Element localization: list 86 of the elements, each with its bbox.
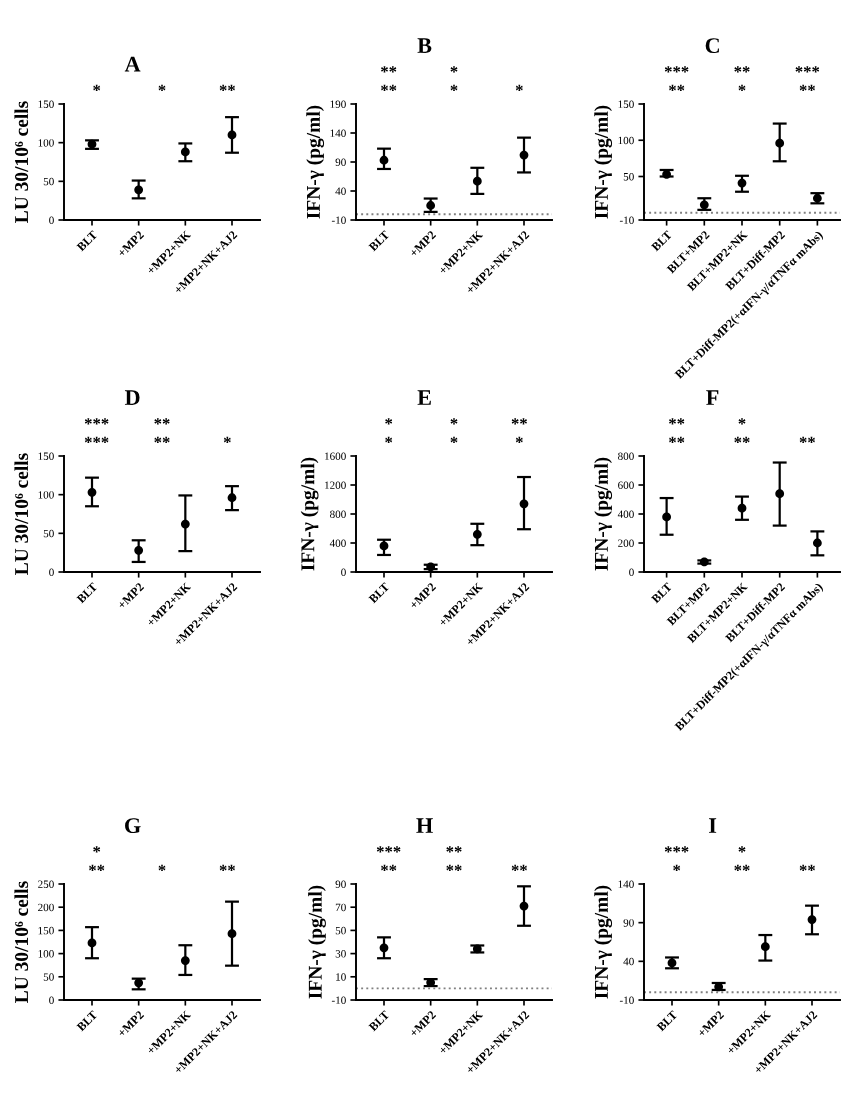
y-axis-title: IFN-γ (pg/ml) (594, 457, 613, 571)
point (180, 956, 190, 965)
text: ** (154, 418, 170, 425)
point (180, 519, 190, 529)
point (472, 529, 482, 539)
text: ** (799, 864, 815, 872)
y-axis-title: IFN-γ (pg/ml) (594, 885, 613, 999)
point (180, 147, 190, 157)
y-axis-title: LU 30/10⁶ cells (14, 101, 29, 223)
point (227, 493, 237, 503)
text: ** (381, 84, 397, 92)
text: ** (734, 436, 750, 444)
text: ** (734, 864, 750, 872)
point (134, 545, 144, 555)
chart-title: C (705, 38, 719, 54)
y-axis-title: IFN-γ (pg/ml) (308, 885, 326, 999)
text: ** (154, 436, 170, 444)
chart-title: H (416, 818, 433, 833)
point (519, 150, 529, 160)
chart-title: D (124, 390, 140, 405)
point (87, 487, 97, 497)
text: * (450, 436, 458, 444)
text: ** (219, 84, 235, 92)
text: *** (84, 436, 109, 444)
text: * (738, 418, 746, 425)
point (134, 185, 144, 195)
text: *** (376, 846, 401, 853)
y-axis-title: LU 30/10⁶ cells (14, 881, 29, 1003)
y-axis-title: LU 30/10⁶ cells (14, 453, 29, 575)
text: ** (799, 436, 815, 444)
text: *** (664, 846, 689, 853)
point (737, 503, 747, 513)
chart-title: B (417, 38, 432, 53)
text: * (158, 864, 166, 872)
chart-title: G (125, 818, 141, 834)
y-axis-title: IFN-γ (pg/ml) (300, 457, 319, 571)
text: * (385, 436, 393, 444)
text: * (93, 846, 101, 853)
text: *** (795, 66, 820, 73)
text: ** (511, 418, 527, 425)
chart-title: A (124, 56, 141, 72)
text: ** (381, 864, 397, 872)
text: ** (446, 864, 462, 872)
text: ** (799, 84, 815, 92)
point (87, 938, 97, 948)
text: * (93, 84, 101, 92)
point (227, 130, 237, 140)
point (807, 915, 817, 924)
text: * (738, 846, 746, 853)
point (472, 176, 482, 186)
point (662, 512, 672, 522)
point (775, 489, 785, 499)
point (775, 138, 785, 148)
text: ** (669, 84, 685, 92)
text: ** (669, 436, 685, 444)
text: * (738, 84, 746, 92)
chart-title: I (709, 818, 717, 833)
y-axis-title: IFN-γ (pg/ml) (306, 105, 325, 219)
text: * (450, 84, 458, 92)
text: ** (89, 864, 105, 872)
chart-title: F (706, 390, 719, 405)
point (519, 901, 529, 911)
text: ** (446, 846, 462, 853)
point (227, 929, 237, 939)
text: * (515, 436, 523, 444)
text: * (158, 84, 166, 92)
text: * (515, 84, 523, 92)
text: * (385, 418, 393, 425)
point (379, 155, 389, 165)
text: * (223, 436, 231, 444)
text: ** (669, 418, 685, 425)
point (760, 942, 770, 952)
text: ** (511, 864, 527, 872)
text: ** (381, 66, 397, 73)
text: ** (734, 66, 750, 73)
text: *** (664, 66, 689, 73)
text: ** (219, 864, 235, 872)
text: *** (84, 418, 109, 425)
text: * (450, 418, 458, 425)
point (812, 538, 822, 548)
chart-title: E (417, 390, 431, 405)
point (519, 499, 529, 509)
point (379, 943, 389, 953)
y-axis-title: IFN-γ (pg/ml) (594, 105, 613, 219)
text: * (450, 66, 458, 73)
text: * (673, 864, 681, 872)
